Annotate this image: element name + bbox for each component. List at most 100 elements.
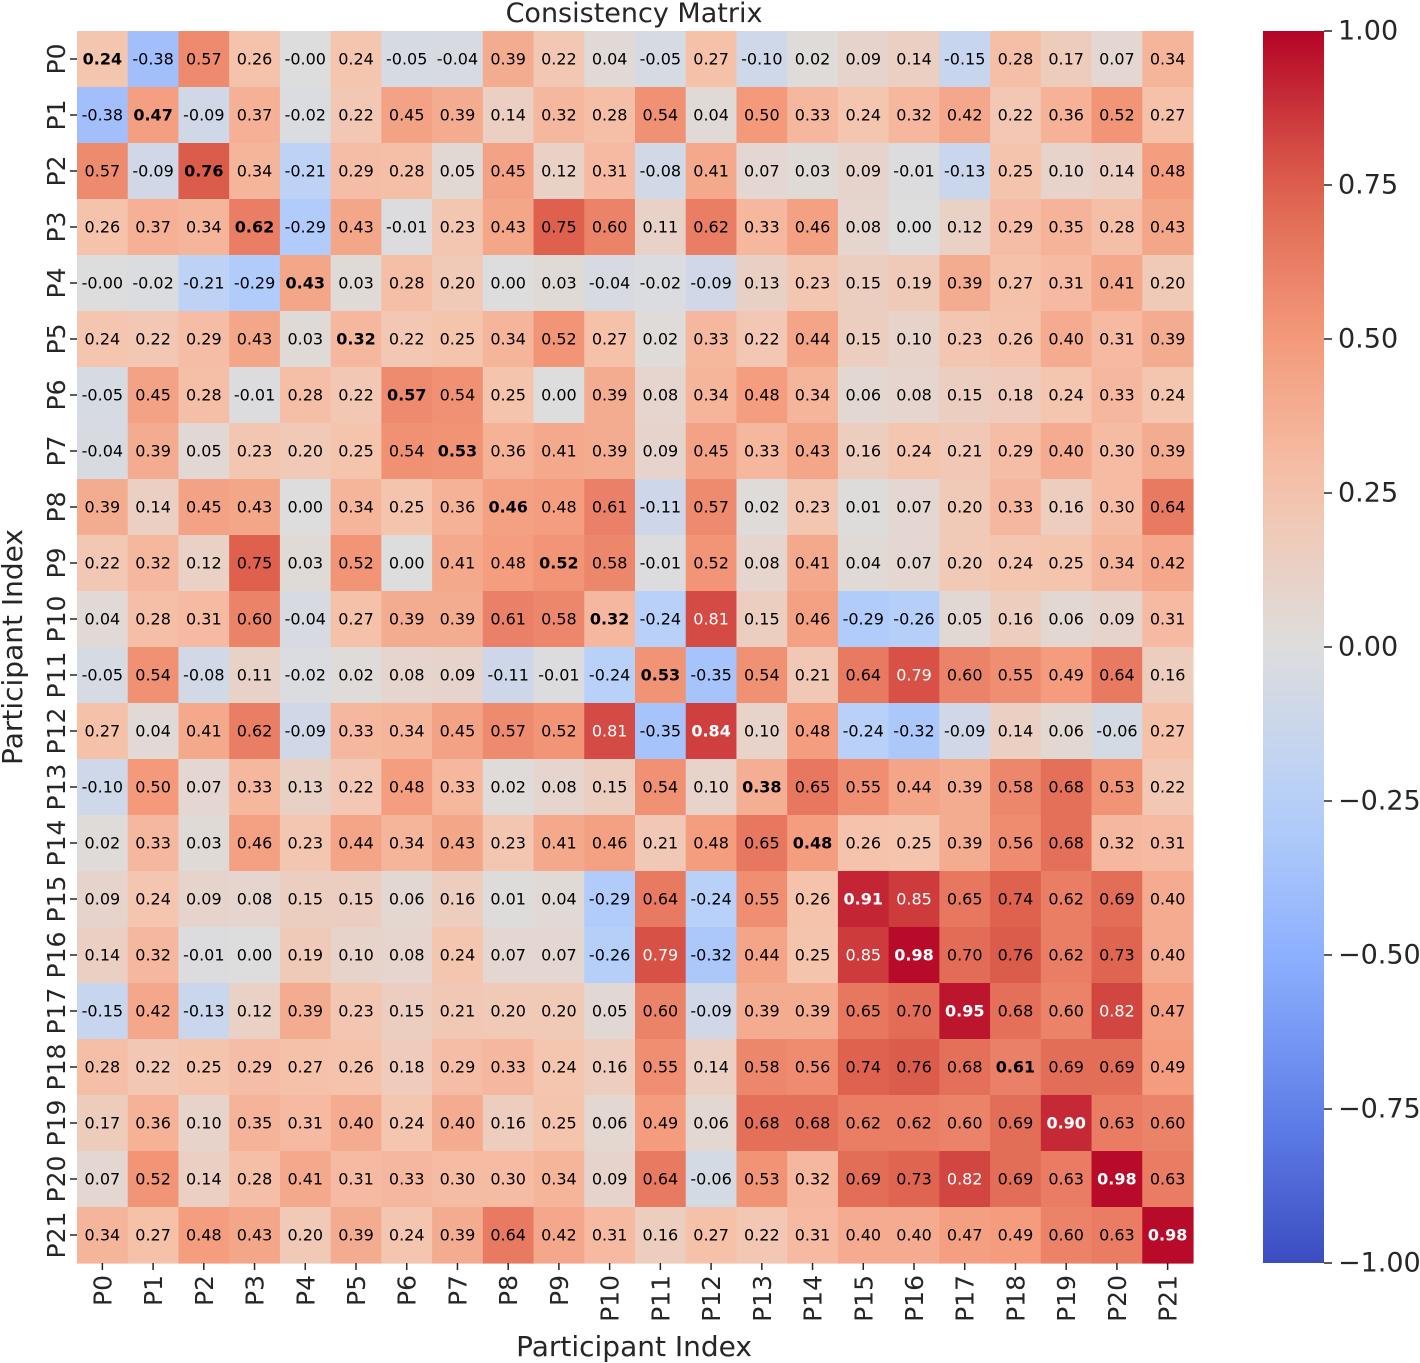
y-tick-label: P11 [42, 652, 71, 699]
heatmap-cell [533, 927, 585, 984]
cell-value-label: 0.12 [947, 218, 983, 237]
cell-value-label: 0.39 [1150, 330, 1186, 349]
cell-value-label: 0.37 [135, 218, 171, 237]
cell-value-label: 0.09 [845, 162, 881, 181]
heatmap-cell [432, 1095, 484, 1152]
cell-value-label: -0.10 [82, 778, 123, 797]
heatmap-cell [381, 479, 433, 536]
heatmap-cell [685, 87, 738, 144]
cell-value-label: 0.34 [490, 330, 526, 349]
cell-value-label: 0.81 [592, 722, 628, 741]
cell-value-label: 0.38 [742, 778, 781, 797]
cell-value-label: 0.44 [338, 834, 374, 853]
heatmap-cell [837, 591, 890, 648]
cell-value-label: 0.42 [1150, 554, 1186, 573]
heatmap-cell [1142, 983, 1194, 1040]
cell-value-label: 0.34 [693, 386, 729, 405]
cell-value-label: 0.47 [947, 1226, 983, 1245]
cell-value-label: 0.69 [1099, 890, 1135, 909]
cell-value-label: 0.34 [389, 722, 425, 741]
cell-value-label: 0.06 [592, 1114, 628, 1133]
heatmap-cell [939, 535, 991, 592]
heatmap-cell [330, 87, 382, 144]
heatmap-cell [990, 535, 1042, 592]
heatmap-cell [279, 591, 332, 648]
cell-value-label: 0.36 [1048, 106, 1084, 125]
heatmap-cell [635, 255, 687, 312]
cell-value-label: 0.61 [996, 1058, 1035, 1077]
heatmap-cell [584, 591, 636, 648]
heatmap-cell [1040, 479, 1093, 536]
cell-value-label: 0.09 [85, 890, 121, 909]
heatmap-cell [381, 591, 433, 648]
cell-value-label: 0.32 [135, 554, 171, 573]
cell-value-label: 0.29 [440, 1058, 476, 1077]
cell-value-label: 0.75 [237, 554, 273, 573]
heatmap-cell [635, 31, 687, 88]
cell-value-label: 0.52 [541, 330, 577, 349]
cell-value-label: 0.32 [135, 946, 171, 965]
heatmap-cell [178, 703, 230, 760]
cell-value-label: 0.42 [541, 1226, 577, 1245]
cell-value-label: 0.34 [541, 1170, 577, 1189]
heatmap-cell [330, 703, 382, 760]
x-tick-label: P5 [342, 1275, 371, 1306]
heatmap-cell [482, 1151, 535, 1208]
cell-value-label: 0.08 [389, 946, 425, 965]
heatmap-cell [533, 423, 585, 480]
cell-value-label: 0.50 [135, 778, 171, 797]
cell-value-label: 0.54 [440, 386, 476, 405]
cell-value-label: 0.05 [186, 442, 222, 461]
cell-value-label: 0.07 [744, 162, 780, 181]
cell-value-label: 0.54 [643, 778, 679, 797]
heatmap-cell [330, 31, 382, 88]
cell-value-label: 0.39 [795, 1002, 831, 1021]
cell-value-label: -0.09 [690, 274, 731, 293]
cell-value-label: 0.45 [440, 722, 476, 741]
cell-value-label: 0.16 [845, 442, 881, 461]
colorbar-tick-label: 1.00 [1338, 16, 1398, 47]
heatmap-cell [685, 815, 738, 872]
heatmap-cell [178, 311, 230, 368]
heatmap-cell [635, 311, 687, 368]
cell-value-label: 0.25 [440, 330, 476, 349]
heatmap-cell [1091, 1095, 1143, 1152]
y-tick-label: P12 [42, 708, 71, 755]
cell-value-label: 0.15 [389, 1002, 425, 1021]
cell-value-label: 0.63 [1099, 1114, 1135, 1133]
chart-title: Consistency Matrix [506, 0, 763, 29]
heatmap-cell [381, 1039, 433, 1096]
heatmap-cell [482, 1095, 535, 1152]
heatmap-cell [837, 367, 890, 424]
heatmap-cell [178, 983, 230, 1040]
heatmap-cell [127, 31, 180, 88]
cell-value-label: 0.54 [643, 106, 679, 125]
heatmap-cell [229, 31, 281, 88]
cell-value-label: 0.55 [998, 666, 1034, 685]
cell-value-label: 0.15 [744, 610, 780, 629]
cell-value-label: 0.43 [795, 442, 831, 461]
heatmap-cell [432, 367, 484, 424]
heatmap-cell [533, 31, 585, 88]
heatmap-cell [939, 927, 991, 984]
heatmap-cell [432, 1039, 484, 1096]
cell-value-label: 0.33 [338, 722, 374, 741]
heatmap-cell [279, 311, 332, 368]
heatmap-cell [736, 87, 788, 144]
heatmap-cell [584, 199, 636, 256]
heatmap-cell [178, 591, 230, 648]
heatmap-cell [736, 703, 788, 760]
cell-value-label: -0.32 [893, 722, 934, 741]
cell-value-label: -0.06 [1096, 722, 1137, 741]
heatmap-cell [888, 1039, 940, 1096]
heatmap-cell [127, 815, 180, 872]
heatmap-cell [888, 87, 940, 144]
cell-value-label: 0.39 [440, 106, 476, 125]
cell-value-label: 0.27 [693, 1226, 729, 1245]
cell-value-label: 0.24 [135, 890, 171, 909]
heatmap-cell [787, 815, 839, 872]
heatmap-cell [533, 871, 585, 928]
heatmap-cell [127, 1151, 180, 1208]
heatmap-cell [635, 703, 687, 760]
heatmap-cell [77, 311, 129, 368]
